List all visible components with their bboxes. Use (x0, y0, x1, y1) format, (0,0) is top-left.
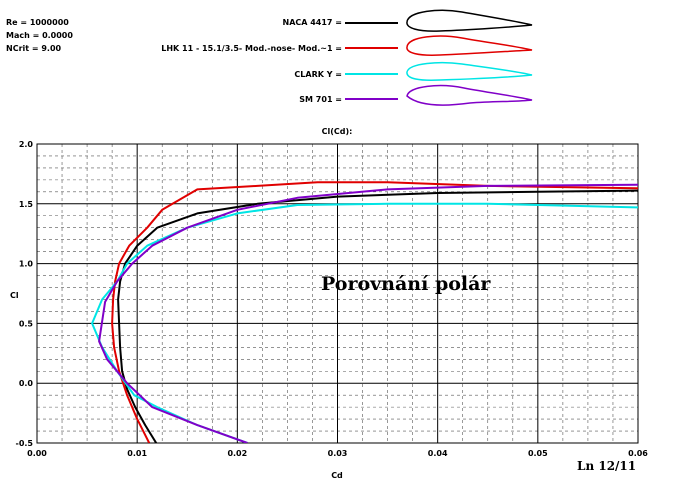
reynolds-label: Re = 1000000 (6, 18, 69, 27)
series-naca-4417-line (117, 189, 638, 443)
y-tick-label: 2.0 (19, 140, 34, 149)
legend-label-sm: SM 701 = (299, 95, 342, 104)
y-tick-labels: -0.5 0.0 0.5 1.0 1.5 2.0 (16, 140, 34, 448)
y-tick-label: 0.5 (19, 319, 34, 328)
y-tick-label: 1.5 (19, 200, 34, 209)
legend-label-lhk: LHK 11 - 15.1/3.5- Mod.-nose- Mod.~1 = (161, 44, 342, 53)
series-lhk-11-line (111, 181, 638, 443)
x-tick-label: 0.01 (127, 449, 147, 458)
x-tick-label: 0.02 (227, 449, 247, 458)
x-tick-label: 0.06 (628, 449, 648, 458)
series-lines (91, 181, 638, 443)
airfoil-lhk-icon (406, 35, 533, 56)
airfoil-sm-icon (406, 84, 533, 106)
x-tick-label: 0.00 (27, 449, 47, 458)
plot-frame (36, 143, 639, 444)
chart-title: Cl(Cd): (322, 127, 353, 136)
x-axis-label: Cd (331, 471, 343, 480)
x-tick-label: 0.04 (428, 449, 448, 458)
mach-label: Mach = 0.0000 (6, 31, 73, 40)
y-tick-label: 1.0 (19, 260, 34, 269)
annotation-version: Ln 12/11 (577, 459, 636, 473)
y-tick-label: -0.5 (16, 439, 34, 448)
y-axis-label: Cl (10, 291, 19, 300)
legend-label-clark: CLARK Y = (294, 70, 342, 79)
ncrit-label: NCrit = 9.00 (6, 44, 62, 53)
series-sm-701-line (98, 183, 638, 443)
x-tick-label: 0.03 (328, 449, 348, 458)
legend-swatches (345, 9, 533, 106)
airfoil-naca-icon (406, 9, 533, 32)
legend-label-naca: NACA 4417 = (282, 18, 343, 27)
annotation-title: Porovnání polár (321, 273, 491, 295)
airfoil-clark-icon (406, 61, 533, 81)
x-tick-labels: 0.00 0.01 0.02 0.03 0.04 0.05 0.06 (27, 449, 648, 458)
y-tick-label: 0.0 (19, 379, 34, 388)
x-tick-label: 0.05 (528, 449, 548, 458)
